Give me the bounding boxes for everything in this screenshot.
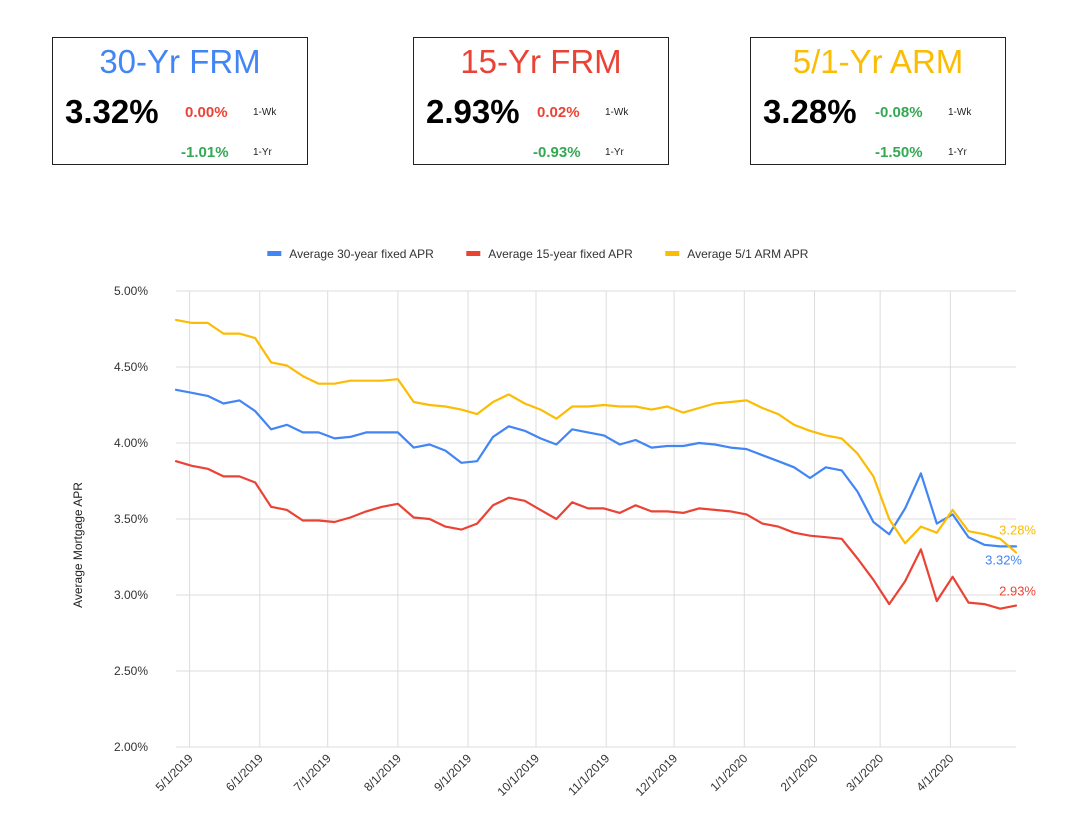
card-year-label: 1-Yr (253, 147, 272, 158)
card-rate: 2.93% (426, 93, 520, 130)
series-line (174, 388, 1018, 548)
legend-swatch (665, 251, 680, 256)
x-tick-label: 1/1/2020 (707, 751, 750, 794)
x-tick-label: 10/1/2019 (494, 751, 542, 799)
x-tick-label: 9/1/2019 (431, 751, 474, 794)
series-line (174, 318, 1018, 554)
chart-grid (176, 290, 1016, 748)
series-end-label: 2.93% (999, 584, 1036, 599)
x-tick-label: 7/1/2019 (291, 751, 334, 794)
x-axis-ticks: 5/1/2019 6/1/2019 7/1/2019 8/1/2019 9/1/2019… (153, 751, 957, 799)
card-year-label: 1-Yr (605, 147, 624, 158)
legend-label: Average 5/1 ARM APR (687, 247, 809, 261)
card-year-change: -1.50% (875, 144, 923, 161)
y-tick-label: 4.50% (114, 360, 148, 374)
card-year-label: 1-Yr (948, 147, 967, 158)
card-rate: 3.28% (763, 93, 857, 130)
series-end-label: 3.32% (985, 552, 1022, 567)
legend-label: Average 30-year fixed APR (289, 247, 434, 261)
y-tick-label: 3.00% (114, 588, 148, 602)
chart-series-lines (174, 318, 1018, 610)
y-tick-label: 4.00% (114, 436, 148, 450)
x-tick-label: 8/1/2019 (361, 751, 404, 794)
card-week-change: 0.02% (537, 104, 580, 121)
y-tick-label: 2.50% (114, 664, 148, 678)
y-axis-label: Average Mortgage APR (71, 482, 85, 608)
x-tick-label: 6/1/2019 (223, 751, 266, 794)
card-title: 5/1-Yr ARM (792, 43, 964, 80)
x-tick-label: 2/1/2020 (778, 751, 821, 794)
card-year-change: -1.01% (181, 144, 229, 161)
rate-card-15yr: 15-Yr FRM 2.93% 0.02% 1-Wk -0.93% 1-Yr (413, 37, 669, 165)
card-week-change: -0.08% (875, 104, 923, 121)
y-tick-label: 5.00% (114, 284, 148, 298)
y-tick-label: 2.00% (114, 740, 148, 754)
x-tick-label: 3/1/2020 (843, 751, 886, 794)
card-week-label: 1-Wk (605, 107, 629, 118)
x-tick-label: 4/1/2020 (914, 751, 957, 794)
x-tick-label: 12/1/2019 (633, 751, 681, 799)
rate-card-arm: 5/1-Yr ARM 3.28% -0.08% 1-Wk -1.50% 1-Yr (750, 37, 1006, 165)
legend-swatch (267, 251, 282, 256)
rate-card-30yr: 30-Yr FRM 3.32% 0.00% 1-Wk -1.01% 1-Yr (52, 37, 308, 165)
card-week-change: 0.00% (185, 104, 228, 121)
card-year-change: -0.93% (533, 144, 581, 161)
card-rate: 3.32% (65, 93, 159, 130)
y-tick-label: 3.50% (114, 512, 148, 526)
card-week-label: 1-Wk (948, 107, 972, 118)
legend-label: Average 15-year fixed APR (488, 247, 633, 261)
y-axis-ticks: 2.00% 2.50% 3.00% 3.50% 4.00% 4.50% 5.00% (114, 284, 148, 754)
chart-legend: Average 30-year fixed APR Average 15-year… (267, 247, 809, 261)
legend-swatch (466, 251, 481, 256)
series-end-labels: 3.32% 2.93% 3.28% (985, 522, 1036, 598)
series-line (174, 460, 1018, 610)
card-title: 15-Yr FRM (460, 43, 622, 80)
card-week-label: 1-Wk (253, 107, 277, 118)
card-title: 30-Yr FRM (99, 43, 261, 80)
x-tick-label: 5/1/2019 (153, 751, 196, 794)
x-tick-label: 11/1/2019 (565, 751, 612, 798)
series-end-label: 3.28% (999, 522, 1036, 537)
